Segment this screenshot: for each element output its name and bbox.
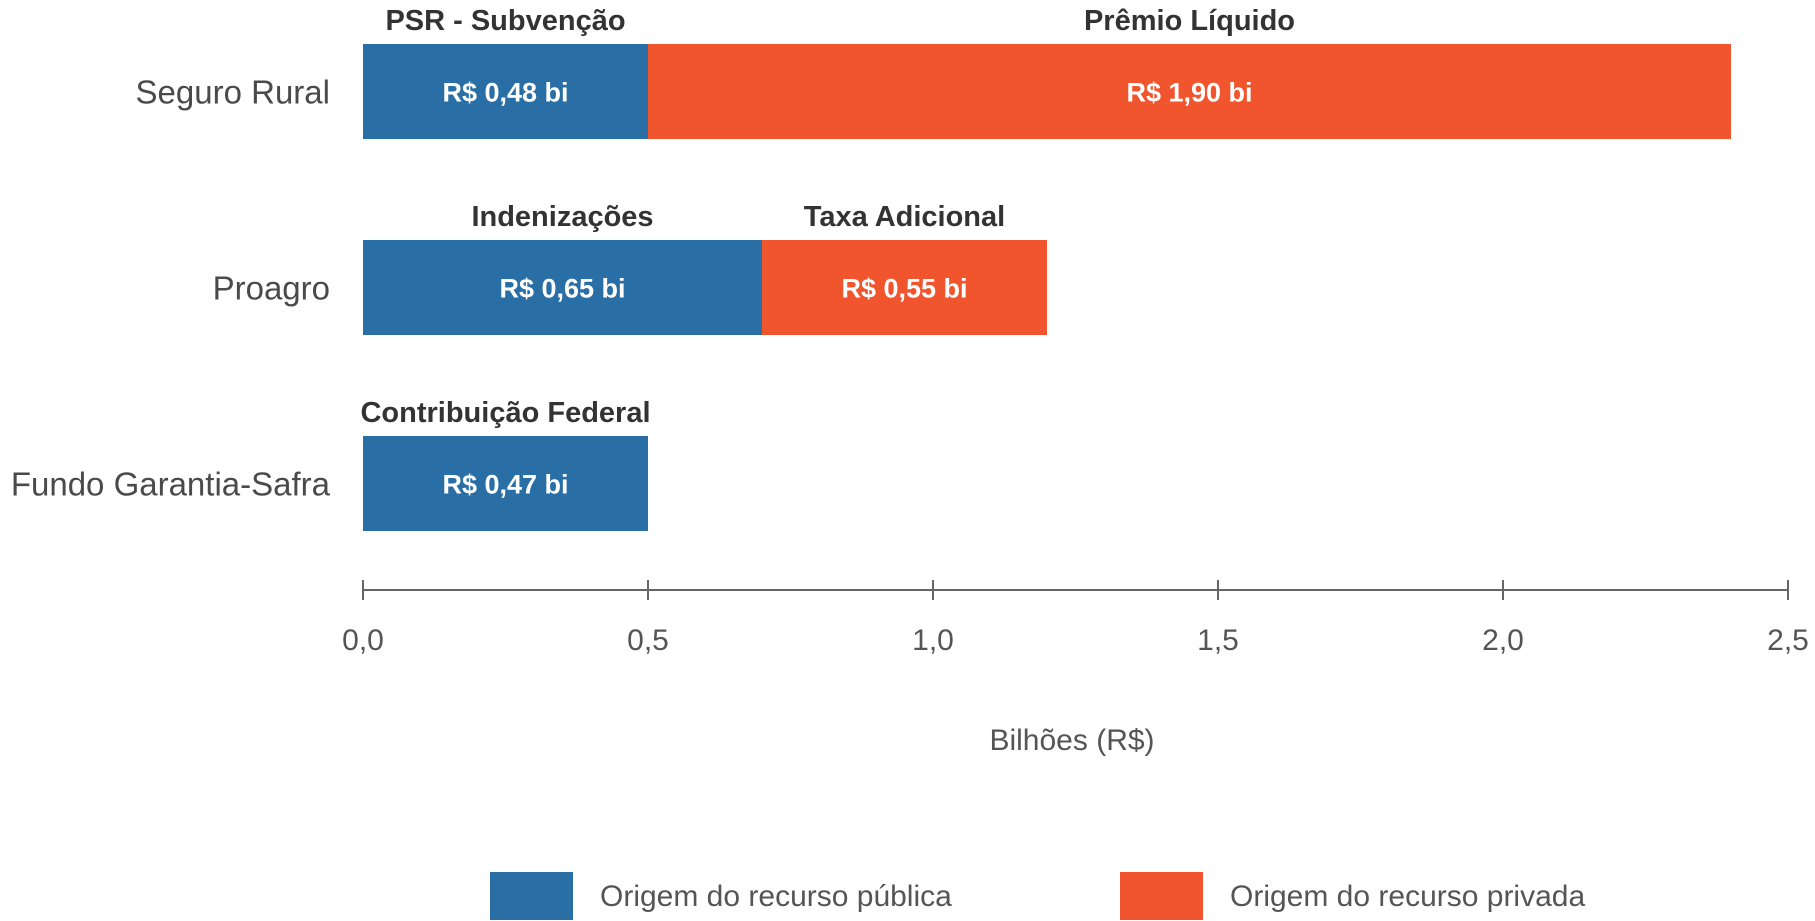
x-tick-label: 0,0 <box>342 624 384 657</box>
legend: Origem do recurso pública Origem do recur… <box>490 872 1585 920</box>
segment-label: Taxa Adicional <box>804 201 1005 233</box>
bar-segment <box>648 44 1731 139</box>
bar-segment <box>762 240 1047 335</box>
bar-segment <box>363 436 648 531</box>
bar-segment <box>363 44 648 139</box>
x-axis: 0,0 0,5 1,0 1,5 2,0 2,5 <box>342 580 1809 657</box>
segment-label: PSR - Subvenção <box>385 5 625 37</box>
category-label: Proagro <box>213 270 330 307</box>
bar-value-label: R$ 0,48 bi <box>442 78 568 108</box>
category-label: Seguro Rural <box>136 74 330 111</box>
legend-label-privada: Origem do recurso privada <box>1230 880 1585 913</box>
x-tick-label: 1,5 <box>1197 624 1239 657</box>
bar-value-label: R$ 0,47 bi <box>442 470 568 500</box>
legend-label-publica: Origem do recurso pública <box>600 880 952 913</box>
bar-value-label: R$ 1,90 bi <box>1126 78 1252 108</box>
x-tick-label: 2,0 <box>1482 624 1524 657</box>
x-tick-label: 2,5 <box>1767 624 1809 657</box>
segment-label: Contribuição Federal <box>360 397 650 429</box>
bar-value-label: R$ 0,55 bi <box>841 274 967 304</box>
x-tick-label: 0,5 <box>627 624 669 657</box>
x-tick-label: 1,0 <box>912 624 954 657</box>
bar-segment <box>363 240 762 335</box>
category-label: Fundo Garantia-Safra <box>11 466 331 503</box>
segment-label: Indenizações <box>471 201 653 233</box>
segment-label: Prêmio Líquido <box>1084 5 1295 37</box>
x-axis-title: Bilhões (R$) <box>989 724 1154 757</box>
legend-swatch-publica <box>490 872 573 920</box>
bar-value-label: R$ 0,65 bi <box>499 274 625 304</box>
bars-group: Seguro Rural R$ 0,48 bi PSR - Subvenção R$ … <box>11 5 1731 531</box>
legend-swatch-privada <box>1120 872 1203 920</box>
